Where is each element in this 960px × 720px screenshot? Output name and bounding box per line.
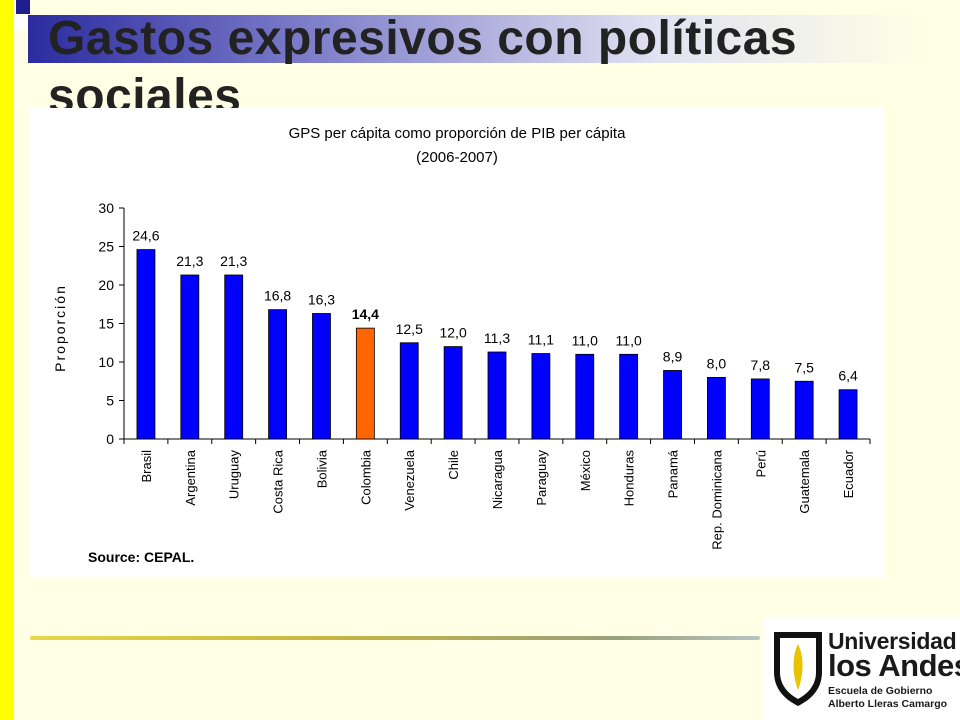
x-tick-label: Argentina (183, 449, 198, 505)
shield-icon (774, 632, 822, 706)
data-label: 11,1 (528, 332, 554, 348)
data-label: 8,0 (707, 355, 727, 371)
data-label: 21,3 (220, 253, 247, 269)
logo-line3: Escuela de Gobierno (828, 685, 933, 697)
x-tick-label: Honduras (622, 450, 637, 507)
data-label: 11,0 (616, 332, 642, 348)
y-tick-label: 5 (106, 393, 114, 409)
data-label: 8,9 (663, 348, 683, 364)
bar (838, 389, 858, 440)
bar (355, 327, 375, 440)
y-tick-label: 20 (98, 277, 114, 293)
data-label: 21,3 (176, 253, 203, 269)
plot-area: 0 5 10 15 20 25 30 24,6 Brasil 21,3 Argentina 21,3 U… (98, 200, 871, 550)
chart-panel: GPS per cápita como proporción de PIB pe… (30, 108, 884, 578)
y-tick-label: 30 (98, 200, 114, 216)
bar (663, 370, 682, 440)
footer-divider (30, 636, 760, 640)
data-label: 16,3 (308, 291, 335, 307)
x-tick-label: Rep. Dominicana (709, 449, 724, 549)
bar (531, 353, 551, 440)
chart-subtitle: (2006-2007) (416, 149, 498, 166)
data-label: 7,5 (794, 359, 814, 375)
data-label: 6,4 (838, 368, 858, 384)
data-label: 11,0 (572, 332, 598, 348)
bar (180, 274, 200, 440)
bar (487, 351, 507, 440)
x-tick-label: Guatemala (797, 449, 812, 513)
logo-line2: los Andes (828, 648, 960, 683)
x-tick-label: Nicaragua (490, 449, 505, 509)
bar (136, 249, 156, 440)
y-tick-label: 0 (106, 431, 114, 447)
data-label: 12,5 (396, 321, 423, 337)
bar (443, 346, 463, 440)
bar-chart: GPS per cápita como proporción de PIB pe… (52, 125, 871, 550)
x-tick-label: Uruguay (227, 450, 242, 500)
y-tick-label: 25 (98, 239, 114, 255)
data-label: 7,8 (751, 357, 771, 373)
x-tick-label: Panamá (666, 449, 681, 498)
title-gradient-bar (28, 15, 928, 63)
bar (619, 353, 639, 440)
data-label: 12,0 (439, 325, 466, 341)
y-axis-label: Proporción (52, 284, 68, 372)
x-tick-label: Bolivia (314, 449, 329, 488)
x-tick-label: Colombia (358, 449, 373, 505)
x-tick-label: Venezuela (402, 449, 417, 510)
data-label: 16,8 (264, 288, 291, 304)
bar (707, 376, 726, 440)
logo-line1: Universidad de (828, 628, 960, 654)
data-label: 24,6 (132, 228, 159, 244)
bar (750, 378, 770, 440)
bar (575, 353, 595, 440)
data-label: 11,3 (484, 330, 510, 346)
x-tick-label: Brasil (139, 450, 154, 483)
x-tick-label: Ecuador (841, 449, 856, 498)
bar (399, 342, 419, 440)
x-tick-label: México (578, 450, 593, 491)
decor-square (14, 16, 28, 30)
x-tick-label: Costa Rica (271, 449, 286, 513)
data-label: 14,4 (352, 306, 379, 322)
y-tick-label: 10 (98, 354, 114, 370)
logo-line4: Alberto Lleras Camargo (828, 698, 948, 710)
bar (312, 313, 331, 440)
chart-title: GPS per cápita como proporción de PIB pe… (289, 125, 627, 142)
bar (268, 309, 287, 440)
y-tick-label: 15 (98, 316, 114, 332)
bar (224, 274, 244, 440)
x-tick-label: Perú (753, 450, 768, 477)
decor-square (16, 0, 30, 14)
university-logo: Universidad de los Andes Escuela de Gobi… (764, 618, 960, 720)
source-note: Source: CEPAL. (88, 549, 195, 565)
x-tick-label: Paraguay (534, 450, 549, 506)
bar (794, 380, 814, 440)
x-tick-label: Chile (446, 450, 461, 480)
left-accent-bar (0, 0, 14, 720)
